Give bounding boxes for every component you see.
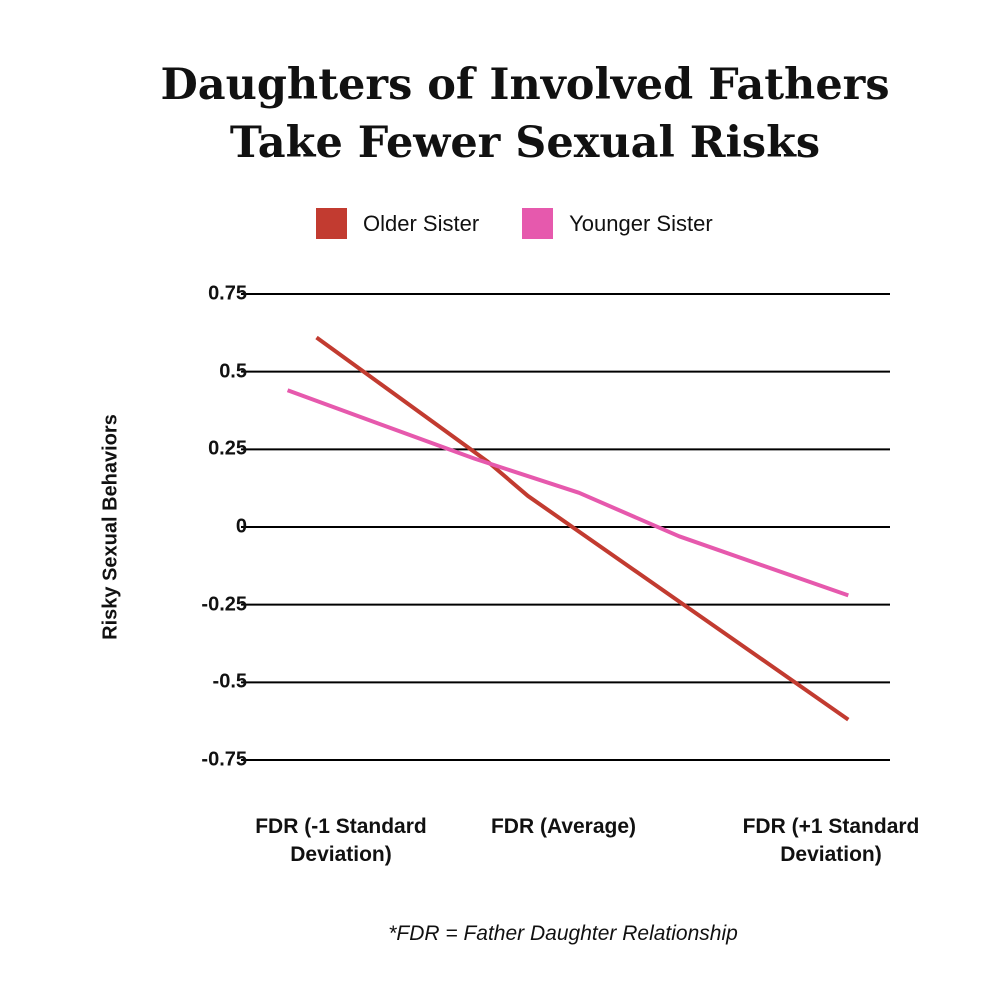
series-line-younger-sister — [286, 388, 849, 598]
legend-swatch-younger-sister — [522, 208, 554, 239]
y-tick-label: 0.5 — [219, 360, 247, 383]
y-tick-label: -0.5 — [212, 670, 247, 693]
y-axis-label: Risky Sexual Behaviors — [99, 414, 122, 640]
chart-title: Daughters of Involved Fathers Take Fewer… — [0, 56, 1000, 172]
series-line-older-sister — [315, 335, 850, 722]
legend-label: Older Sister — [363, 210, 480, 236]
x-tick-label: FDR (Average) — [490, 815, 637, 838]
y-tick-label: -0.75 — [201, 748, 247, 771]
x-tick-label: FDR (-1 Standard Deviation) — [255, 815, 427, 866]
title-line-1: Daughters of Involved Fathers — [160, 60, 890, 110]
y-tick-label: 0 — [235, 515, 247, 538]
y-tick-label: 0.75 — [208, 282, 247, 305]
legend-label: Younger Sister — [569, 210, 713, 236]
y-tick-label: 0.25 — [208, 437, 247, 460]
legend-item-younger-sister: Younger Sister — [522, 208, 713, 239]
legend-item-older-sister: Older Sister — [316, 208, 479, 239]
x-tick-label: FDR (+1 Standard Deviation) — [742, 815, 920, 866]
legend-swatch-older-sister — [316, 208, 347, 239]
footnote: *FDR = Father Daughter Relationship — [388, 922, 738, 945]
y-tick-label: -0.25 — [201, 593, 247, 616]
title-line-2: Take Fewer Sexual Risks — [229, 118, 821, 168]
legend: Older Sister Younger Sister — [316, 208, 756, 239]
